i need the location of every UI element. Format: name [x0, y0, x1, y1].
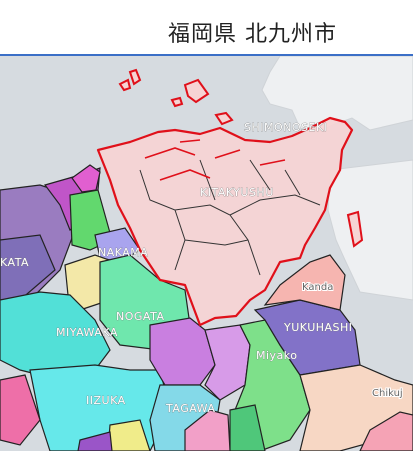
label-tagawa: TAGAWA: [165, 402, 215, 415]
kitakyushu-area[interactable]: [96, 116, 354, 327]
label-nogata: NOGATA: [116, 310, 164, 323]
island-2: [128, 68, 142, 86]
map-canvas[interactable]: SHIMONOSEKI KITAKYUSHU NAKAMA NOGATA MIY…: [0, 56, 413, 451]
island-1: [118, 78, 132, 92]
inner-channels: [144, 139, 286, 181]
region-purple-bottom[interactable]: [77, 431, 113, 451]
region-miyawaka[interactable]: [0, 291, 111, 381]
label-iizuka: IIZUKA: [86, 394, 126, 407]
region-pink-mid[interactable]: [184, 409, 231, 451]
region-mid-purple[interactable]: [149, 317, 216, 386]
region-pink-left[interactable]: [0, 374, 41, 446]
region-pink-coast[interactable]: [71, 164, 101, 193]
honshu-coast: [327, 159, 413, 301]
region-kata[interactable]: [0, 234, 56, 301]
label-yukuhashi: YUKUHASHI: [283, 321, 353, 334]
label-nakama: NAKAMA: [98, 246, 148, 259]
label-kitakyushu: KITAKYUSHU: [200, 186, 274, 199]
island-3: [183, 78, 210, 104]
label-kata: KATA: [0, 256, 29, 269]
island-4: [170, 96, 184, 108]
label-chikujo: Chikuj: [372, 388, 403, 399]
region-pink-right[interactable]: [359, 411, 413, 451]
island-east: [346, 210, 364, 248]
header-bar: 福岡県 北九州市: [0, 0, 413, 56]
page-title: 福岡県 北九州市: [168, 22, 337, 47]
label-shimonoseki: SHIMONOSEKI: [244, 121, 327, 134]
label-miyawaka: MIYAWAKA: [56, 326, 118, 339]
region-kanda[interactable]: [263, 254, 346, 311]
map-view[interactable]: SHIMONOSEKI KITAKYUSHU NAKAMA NOGATA MIY…: [0, 56, 413, 451]
label-miyako: Miyako: [256, 349, 298, 362]
region-green-bottom[interactable]: [229, 404, 266, 451]
island-5: [214, 111, 234, 126]
kitakyushu-highlight[interactable]: [96, 68, 364, 327]
label-kanda: Kanda: [302, 282, 333, 293]
ward-boundaries: [139, 159, 321, 276]
